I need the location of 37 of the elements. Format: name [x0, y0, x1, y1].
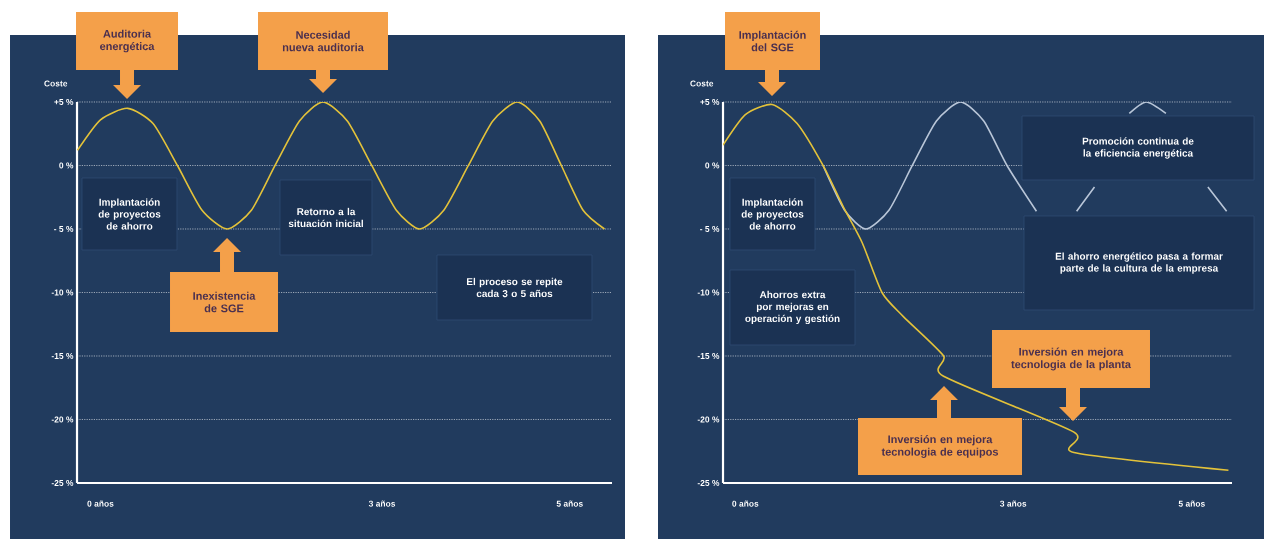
annotation: Retorno a la situación inicial [288, 207, 363, 228]
x-tick-label: 3 años [1000, 500, 1027, 507]
y-tick-label: +5 % [54, 99, 74, 105]
y-tick-label: +5 % [700, 99, 720, 105]
x-tick-label: 5 años [556, 500, 583, 507]
y-tick-label: -20 % [697, 416, 720, 423]
line-series [723, 103, 1230, 472]
annotation: Ahorros extra por mejoras en operación y gestión [745, 290, 840, 325]
x-tick-label: 0 años [732, 500, 759, 507]
text: Implantación del SGE [739, 30, 806, 52]
text: Necesidad nueva auditoria [282, 30, 364, 52]
annotation: El proceso se repite cada 3 o 5 años [467, 277, 563, 298]
y-tick-label: -25 % [697, 479, 720, 486]
line-series [77, 101, 606, 230]
annotation: El ahorro energético pasa a formar parte de la cultura de la empresa [1055, 252, 1223, 274]
y-axis-title: Coste [44, 80, 68, 87]
annotation: Inversión en mejora tecnologia de equipos [881, 435, 999, 458]
y-tick-label: -25 % [51, 479, 74, 486]
annotation: Promoción continua de la eficiencia energética [1082, 137, 1194, 159]
x-tick-label: 5 años [1178, 500, 1205, 507]
annotation: Inversión en mejora tecnologia de la planta [1011, 347, 1132, 371]
y-tick-label: -15 % [697, 353, 720, 359]
y-tick-label: -10 % [697, 289, 720, 296]
y-axis-title: Coste [690, 80, 714, 87]
y-tick-label: -15 % [51, 353, 74, 359]
text: Auditoria energética [100, 29, 155, 53]
y-tick-label: 0 % [59, 162, 74, 169]
y-tick-label: -10 % [51, 289, 74, 296]
y-tick-label: - 5 % [700, 226, 720, 232]
y-tick-label: -20 % [51, 416, 74, 423]
x-tick-label: 3 años [368, 500, 396, 507]
y-tick-label: - 5 % [54, 226, 74, 232]
y-tick-label: 0 % [705, 162, 720, 169]
annotation: Implantación de proyectos de ahorro [741, 198, 804, 230]
annotation: Inexistencia de SGE [193, 291, 256, 313]
annotation: Implantación de proyectos de ahorro [98, 198, 161, 230]
x-tick-label: 0 años [87, 500, 114, 507]
